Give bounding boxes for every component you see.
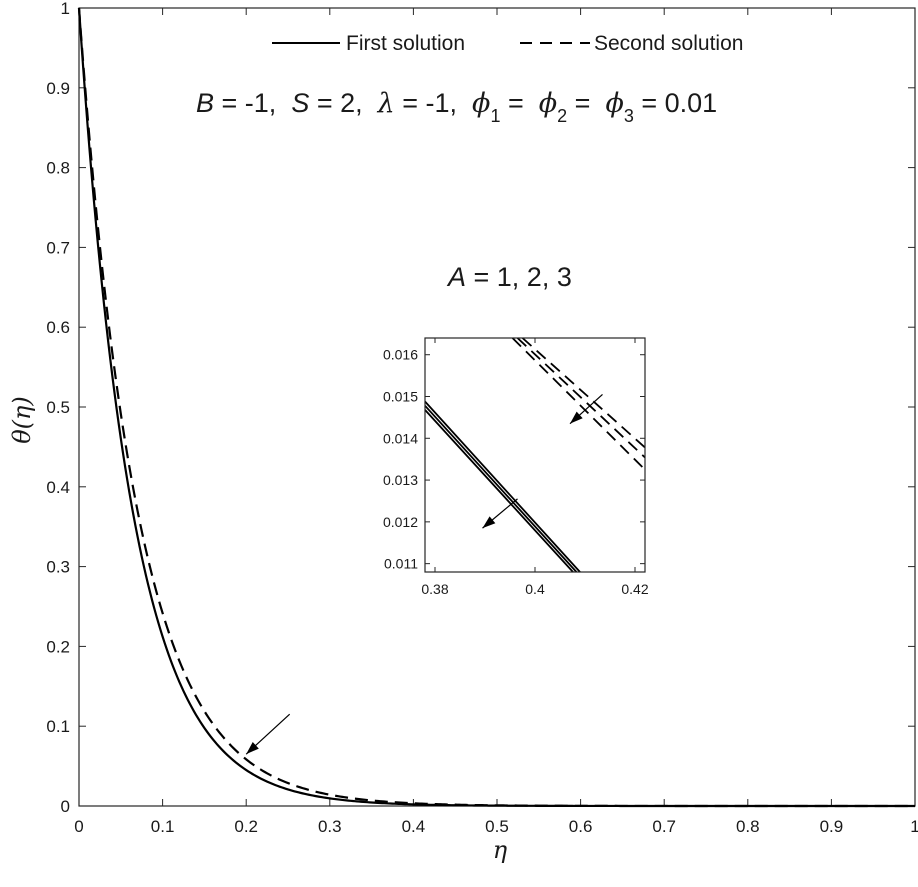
x-tick-label: 0.4 (402, 817, 426, 836)
legend-second-solution-label: Second solution (594, 32, 743, 55)
param-lambda-value: = -1, (395, 88, 472, 118)
y-tick-label: 0.3 (46, 558, 70, 577)
param-s-value: = 2, (309, 88, 377, 118)
inset-plot: 0.38 0.4 0.42 0.011 0.012 0.013 0.014 0.015 0.01… (383, 337, 649, 597)
y-tick-label: 0 (61, 797, 70, 816)
param-phi3-value: = 0.01 (634, 88, 717, 118)
y-tick-label: 1 (61, 0, 70, 18)
inset-first-solution-line (424, 409, 574, 573)
a-values: = 1, 2, 3 (466, 262, 572, 292)
inset-curves-group (424, 337, 646, 573)
param-b-symbol: B (196, 88, 214, 118)
inset-y-tick-label: 0.016 (383, 347, 418, 363)
x-tick-label: 0.8 (736, 817, 760, 836)
inset-background (425, 338, 645, 572)
legend-first-solution-label: First solution (346, 32, 465, 55)
x-tick-label: 1 (910, 817, 918, 836)
y-tick-label: 0.1 (46, 717, 70, 736)
y-tick-label: 0.5 (46, 398, 70, 417)
x-tick-label: 0.7 (652, 817, 676, 836)
inset-y-tick-label: 0.015 (383, 389, 418, 405)
inset-x-tick-label: 0.38 (421, 581, 448, 597)
x-tick-label: 0.9 (820, 817, 844, 836)
inset-second-solution-line (521, 337, 646, 449)
inset-direction-arrow-head (482, 516, 496, 529)
param-phi2-symbol: ϕ (539, 88, 557, 119)
parameter-annotation: B = -1, S = 2, λ = -1, ϕ1 = ϕ2 = ϕ3 = 0.… (196, 88, 717, 126)
y-tick-label: 0.8 (46, 159, 70, 178)
inset-x-tick-label: 0.4 (525, 581, 545, 597)
param-phi2-value: = (567, 88, 605, 118)
inset-y-tick-label: 0.013 (383, 472, 418, 488)
y-tick-label: 0.9 (46, 79, 70, 98)
inset-first-solution-line (424, 405, 578, 573)
param-phi2-subscript: 2 (557, 106, 567, 126)
param-s-symbol: S (291, 88, 309, 118)
inset-y-tick-label: 0.014 (383, 430, 418, 446)
inset-tick-group: 0.38 0.4 0.42 0.011 0.012 0.013 0.014 0.015 0.01… (383, 338, 649, 597)
x-tick-label: 0.5 (485, 817, 509, 836)
main-curves-group (77, 7, 915, 808)
a-annotation: A = 1, 2, 3 (446, 262, 572, 292)
x-tick-label: 0 (74, 817, 83, 836)
x-tick-label: 0.2 (234, 817, 258, 836)
y-tick-label: 0.4 (46, 478, 70, 497)
y-axis-label: θ(η) (8, 396, 36, 444)
a-symbol: A (446, 262, 466, 292)
inset-direction-arrow-head (570, 411, 583, 424)
inset-second-solution-line (511, 337, 646, 471)
param-phi1-value: = (500, 88, 538, 118)
inset-y-tick-label: 0.011 (384, 556, 418, 572)
main-tick-group: 0 0.1 0.2 0.3 0.4 0.5 0.6 0.7 0.8 0.9 1 0 0.1 0.2 0.3 0… (46, 0, 918, 836)
param-phi1-subscript: 1 (490, 106, 500, 126)
param-lambda-symbol: λ (377, 88, 395, 119)
param-phi1-symbol: ϕ (472, 88, 490, 119)
param-phi3-symbol: ϕ (605, 88, 623, 119)
first-solution-curve (77, 7, 915, 808)
param-phi3-subscript: 3 (624, 106, 634, 126)
y-tick-label: 0.7 (46, 238, 70, 257)
x-tick-label: 0.3 (318, 817, 342, 836)
x-tick-label: 0.1 (151, 817, 175, 836)
x-axis-label: η (493, 836, 508, 864)
inset-first-solution-line (424, 400, 581, 573)
y-tick-label: 0.6 (46, 318, 70, 337)
y-tick-label: 0.2 (46, 637, 70, 656)
param-b-value: = -1, (214, 88, 291, 118)
legend: First solution Second solution (272, 32, 743, 55)
inset-x-tick-label: 0.42 (621, 581, 648, 597)
main-direction-arrow-head (246, 742, 259, 755)
inset-y-tick-label: 0.012 (383, 514, 418, 530)
x-tick-label: 0.6 (569, 817, 593, 836)
inset-second-solution-line (516, 337, 646, 459)
